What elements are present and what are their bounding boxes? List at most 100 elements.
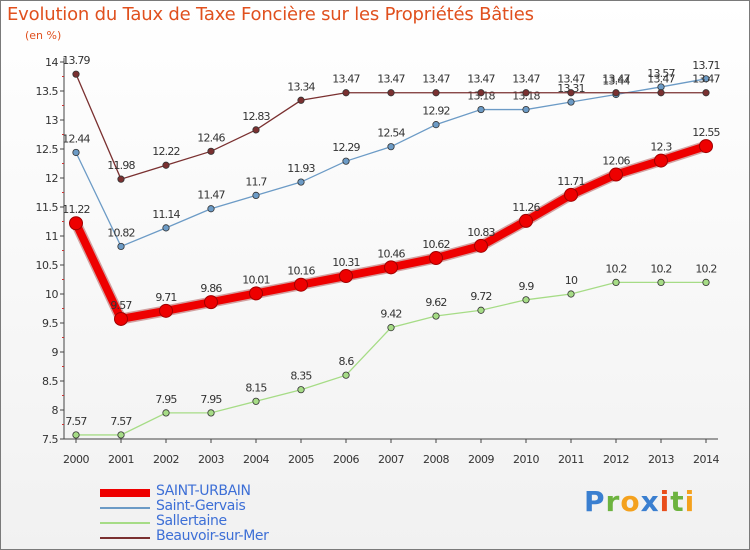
data-label: 9.57 [110,299,132,312]
x-tick-label: 2011 [558,453,584,466]
data-point [252,397,260,405]
legend-label: Beauvoir-sur-Mer [156,528,269,544]
legend-item: Sallertaine [100,513,360,530]
data-point [162,409,170,417]
data-label: 7.57 [65,415,87,428]
logo-letter: r [605,485,621,518]
data-point [207,147,215,155]
data-label: 9.72 [470,290,491,303]
x-tick-label: 2010 [513,453,539,466]
logo-letter: o [620,485,641,518]
data-label: 12.55 [692,126,720,139]
x-tick-label: 2000 [63,453,89,466]
data-point [114,311,128,326]
data-point [387,143,395,151]
data-label: 13.47 [332,73,360,86]
y-tick-label: 12 [45,172,58,185]
data-label: 10.31 [332,256,360,269]
data-point [702,75,710,83]
data-label: 12.44 [62,132,90,145]
series-beauvoir-sur-mer: 13.79 11.98 12.22 12.46 12.83 13.34 13.47 13.47… [62,54,721,183]
data-point [609,167,623,182]
data-point [564,187,578,202]
y-tick-label: 10 [45,288,58,301]
data-label: 13.47 [467,73,495,86]
x-tick-label: 2003 [198,453,224,466]
x-tick-label: 2014 [693,453,719,466]
data-point [339,269,353,284]
y-tick-label: 11.5 [36,201,59,214]
data-point [207,409,215,417]
data-label: 12.3 [650,141,672,154]
data-point [387,89,395,97]
data-label: 10.82 [107,226,135,239]
data-point [387,324,395,332]
x-tick-label: 2006 [333,453,359,466]
x-tick-label: 2009 [468,453,494,466]
data-label: 11.93 [287,162,315,175]
data-label: 11.7 [245,175,267,188]
data-label: 11.71 [557,175,585,188]
data-label: 13.47 [692,73,720,86]
data-point [342,371,350,379]
data-label: 13.34 [287,80,315,93]
x-tick-label: 2001 [108,453,134,466]
data-point [657,278,665,286]
proxiti-logo: Proxiti [584,485,695,518]
legend-label: SAINT-URBAIN [156,483,251,499]
data-point [384,260,398,275]
data-point [432,89,440,97]
y-tick-label: 9 [52,346,59,359]
y-tick-label: 11 [45,230,58,243]
y-tick-label: 12.5 [36,143,59,156]
line-chart: 7.5 8 8.5 9 9.5 10 10.5 11 11.5 12 12.5 13 13.5 14 200… [36,54,722,466]
data-label: 10.01 [242,273,270,286]
data-label: 9.42 [380,308,401,321]
data-label: 12.29 [332,141,360,154]
legend-swatch [100,489,150,497]
data-point [72,431,80,439]
legend-swatch [100,537,150,539]
data-label: 12.83 [242,110,270,123]
data-label: 12.46 [197,131,225,144]
data-point [567,89,575,97]
data-label: 11.22 [62,203,90,216]
data-point [702,89,710,97]
data-label: 8.35 [290,370,312,383]
data-label: 9.9 [518,280,534,293]
data-point [699,139,713,154]
data-point [612,89,620,97]
data-point [702,278,710,286]
x-tick-label: 2002 [153,453,179,466]
legend-swatch [100,507,150,509]
data-point [342,157,350,165]
data-label: 11.26 [512,201,540,214]
data-point [72,148,80,157]
y-tick-label: 8 [52,404,59,417]
data-point [522,105,530,114]
data-point [522,296,530,304]
data-label: 11.14 [152,208,180,221]
data-point [657,89,665,97]
data-label: 13.47 [557,73,585,86]
data-label: 8.15 [245,381,267,394]
legend-label: Saint-Gervais [156,498,246,514]
data-point [249,286,263,301]
y-tick-label: 10.5 [36,259,59,272]
data-point [162,224,170,232]
x-tick-label: 2008 [423,453,449,466]
data-label: 10.62 [422,238,450,251]
data-label: 13.44 [602,74,630,87]
data-point [117,242,125,251]
data-point [294,277,308,292]
data-point [297,96,305,104]
data-label: 7.95 [155,393,177,406]
data-point [117,431,125,439]
data-point [252,126,260,134]
data-point [654,153,668,168]
data-point [342,89,350,97]
data-label: 12.22 [152,145,180,158]
y-tick-label: 7.5 [42,433,58,446]
data-label: 10 [565,274,578,287]
